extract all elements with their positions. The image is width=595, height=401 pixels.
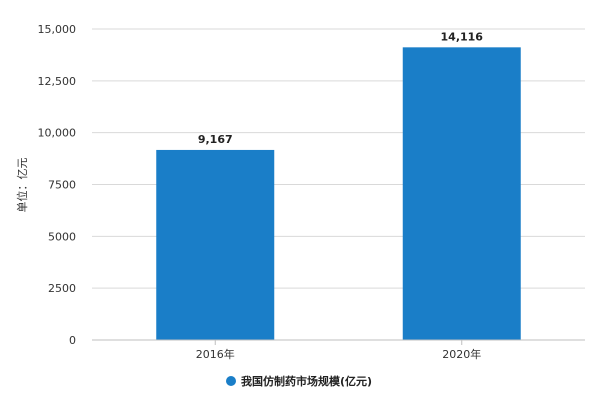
y-tick-label: 12,500 bbox=[38, 75, 77, 88]
y-tick-label: 10,000 bbox=[38, 127, 77, 140]
y-tick-labels: 0 2500 5000 7500 10,000 12,500 15,000 bbox=[38, 23, 77, 347]
y-tick-label: 15,000 bbox=[38, 23, 77, 36]
y-tick-label: 2500 bbox=[48, 282, 76, 295]
y-tick-label: 7500 bbox=[48, 179, 76, 192]
data-labels: 9,167 14,116 bbox=[198, 30, 483, 146]
bar bbox=[402, 47, 521, 340]
legend-label: 我国仿制药市场规模(亿元) bbox=[241, 374, 372, 388]
legend: 我国仿制药市场规模(亿元) bbox=[226, 374, 372, 388]
bar-value-label: 9,167 bbox=[198, 133, 233, 146]
y-tick-label: 0 bbox=[69, 334, 76, 347]
x-tick-label: 2020年 bbox=[442, 347, 481, 361]
y-tick-label: 5000 bbox=[48, 230, 76, 243]
bar-value-label: 14,116 bbox=[441, 30, 484, 43]
y-axis-title: 单位：亿元 bbox=[15, 158, 29, 213]
x-tick-label: 2016年 bbox=[196, 347, 235, 361]
legend-marker bbox=[226, 376, 236, 386]
x-tick-labels: 2016年 2020年 bbox=[196, 340, 481, 361]
bar bbox=[156, 149, 275, 340]
bars bbox=[156, 47, 521, 340]
